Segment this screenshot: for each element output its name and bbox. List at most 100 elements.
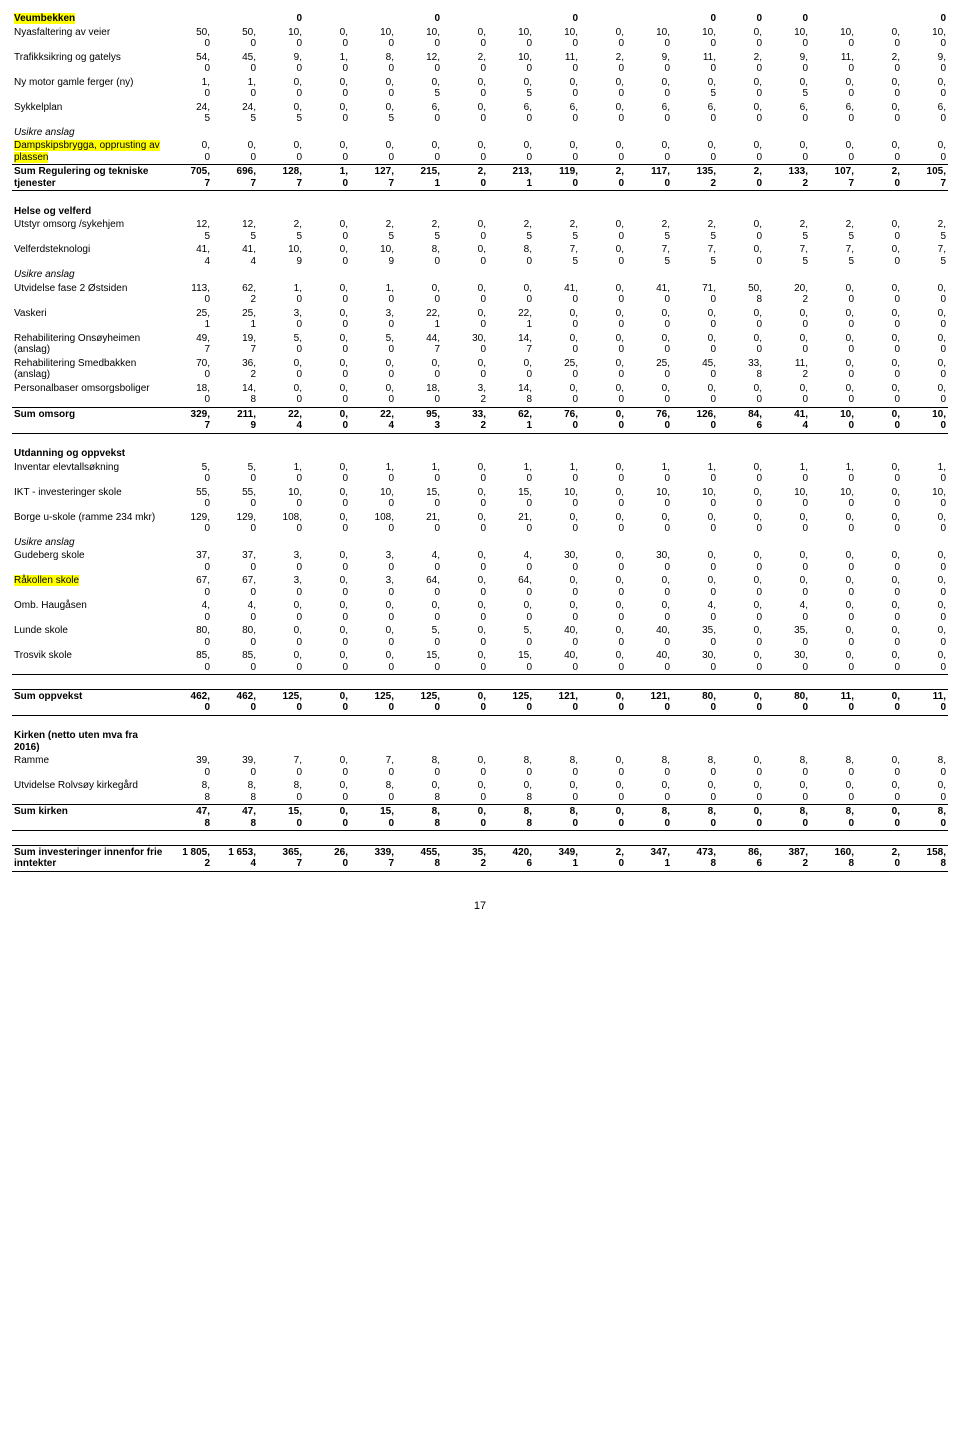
cell — [534, 205, 580, 219]
cell: 10,0 — [810, 407, 856, 433]
cell: 133,2 — [764, 165, 810, 191]
cell: 6,0 — [534, 101, 580, 126]
cell: 4,0 — [764, 599, 810, 624]
cell — [350, 536, 396, 550]
cell: 30,0 — [626, 549, 672, 574]
cell: 6,0 — [488, 101, 534, 126]
cell: 0,0 — [580, 805, 626, 831]
cell: 2,5 — [258, 218, 304, 243]
cell: 1,0 — [212, 76, 258, 101]
cell — [580, 729, 626, 754]
cell: 0,0 — [396, 139, 442, 165]
cell: 0,0 — [856, 218, 902, 243]
row-label: Sykkelplan — [12, 101, 166, 126]
cell — [534, 268, 580, 282]
cell: 0,0 — [580, 382, 626, 408]
cell: 80,0 — [166, 624, 212, 649]
table-row: Sykkelplan24,524,50,50,00,56,00,06,06,00… — [12, 101, 948, 126]
cell — [856, 536, 902, 550]
cell: 8,8 — [396, 805, 442, 831]
cell: 40,0 — [626, 624, 672, 649]
cell — [764, 729, 810, 754]
cell: 10,0 — [764, 26, 810, 51]
cell — [396, 536, 442, 550]
cell: 0,0 — [764, 139, 810, 165]
cell: 5,0 — [350, 332, 396, 357]
cell: 0,0 — [718, 243, 764, 268]
cell: 15,0 — [488, 486, 534, 511]
cell: 50,0 — [166, 26, 212, 51]
cell: 0,0 — [580, 549, 626, 574]
cell: 25,0 — [626, 357, 672, 382]
cell: 0,0 — [672, 511, 718, 536]
cell: 3,0 — [258, 307, 304, 332]
cell: 0,0 — [902, 332, 948, 357]
cell: 50,0 — [212, 26, 258, 51]
cell: 0,0 — [718, 649, 764, 675]
cell: 41,0 — [534, 282, 580, 307]
cell: 45,0 — [212, 51, 258, 76]
cell: 5,0 — [396, 624, 442, 649]
cell: 365,7 — [258, 845, 304, 871]
cell: 158,8 — [902, 845, 948, 871]
cell — [718, 447, 764, 461]
cell: 0,0 — [580, 779, 626, 805]
cell: 11,0 — [902, 689, 948, 715]
cell — [672, 126, 718, 140]
cell — [166, 536, 212, 550]
cell: 6,0 — [810, 101, 856, 126]
cell: 0,0 — [534, 574, 580, 599]
cell: 8,0 — [258, 779, 304, 805]
row-label: Utstyr omsorg /sykehjem — [12, 218, 166, 243]
cell: 0,5 — [396, 76, 442, 101]
cell: 0,0 — [580, 574, 626, 599]
cell: 11,0 — [672, 51, 718, 76]
row-label: Velferdsteknologi — [12, 243, 166, 268]
cell: 0,0 — [304, 243, 350, 268]
row-label: Usikre anslag — [12, 126, 166, 140]
cell: 4,0 — [396, 549, 442, 574]
cell — [212, 12, 258, 26]
cell — [166, 268, 212, 282]
cell: 0,0 — [856, 689, 902, 715]
cell — [856, 729, 902, 754]
cell: 1,0 — [488, 461, 534, 486]
cell — [626, 268, 672, 282]
cell — [212, 729, 258, 754]
cell: 7,5 — [672, 243, 718, 268]
row-label: Utdanning og oppvekst — [12, 447, 166, 461]
cell: 8,0 — [396, 243, 442, 268]
cell — [442, 536, 488, 550]
cell: 0,0 — [764, 307, 810, 332]
cell — [304, 126, 350, 140]
cell: 12,0 — [396, 51, 442, 76]
row-label: Trosvik skole — [12, 649, 166, 675]
cell: 1,0 — [166, 76, 212, 101]
cell: 9,0 — [902, 51, 948, 76]
cell — [350, 205, 396, 219]
cell — [488, 729, 534, 754]
cell: 108,0 — [350, 511, 396, 536]
cell: 22,1 — [396, 307, 442, 332]
cell: 0,0 — [902, 76, 948, 101]
cell — [580, 447, 626, 461]
cell: 0,0 — [350, 76, 396, 101]
cell — [442, 447, 488, 461]
cell: 67,0 — [212, 574, 258, 599]
cell: 2,0 — [580, 845, 626, 871]
cell: 41,4 — [764, 407, 810, 433]
cell — [856, 447, 902, 461]
cell: 0,0 — [902, 307, 948, 332]
cell: 0,0 — [856, 101, 902, 126]
cell: 85,0 — [212, 649, 258, 675]
cell: 6,0 — [626, 101, 672, 126]
cell: 1,0 — [396, 461, 442, 486]
cell: 125,0 — [396, 689, 442, 715]
cell — [672, 447, 718, 461]
cell: 10,0 — [350, 486, 396, 511]
cell — [718, 205, 764, 219]
cell: 8,8 — [166, 779, 212, 805]
cell: 95,3 — [396, 407, 442, 433]
cell: 11,0 — [534, 51, 580, 76]
cell: 0,0 — [856, 282, 902, 307]
